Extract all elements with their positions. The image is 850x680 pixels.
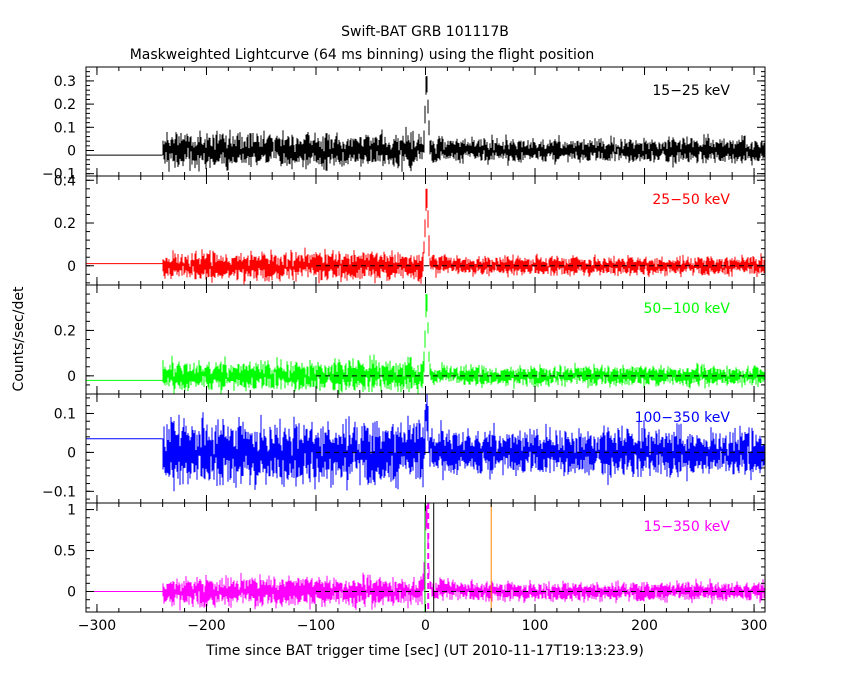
panel-label: 100−350 keV [635, 410, 731, 426]
x-tick-label: −100 [297, 618, 335, 634]
y-axis-label: Counts/sec/det [11, 286, 27, 391]
panel-3: 0 0.2 50−100 keV [54, 284, 766, 395]
panel-2: 0 0.2 0.4 25−50 keV [54, 173, 766, 286]
y-tick-label: −0.1 [42, 484, 76, 500]
panel-1: −0.1 0 0.1 0.2 0.3 15−25 keV [42, 66, 766, 183]
x-tick-label: −200 [187, 618, 225, 634]
y-tick-label: 0.1 [54, 406, 76, 422]
y-tick-label: 0.1 [54, 120, 76, 136]
x-tick-label: 0 [421, 618, 430, 634]
y-tick-label: 0 [67, 369, 76, 385]
x-tick-label: 300 [741, 618, 768, 634]
chart-title: Swift-BAT GRB 101117B [341, 24, 509, 40]
x-tick-label: −300 [78, 618, 116, 634]
y-tick-label: 0 [67, 445, 76, 461]
panel-3-data [86, 294, 765, 394]
x-tick-label: 100 [522, 618, 549, 634]
panel-4: −0.1 0 0.1 100−350 keV [42, 393, 766, 504]
y-tick-label: 0.3 [54, 74, 76, 90]
y-tick-label: 0 [67, 585, 76, 601]
x-tick-label: 200 [631, 618, 658, 634]
panel-label: 50−100 keV [643, 301, 730, 317]
panel-5: 0 0.5 1 15−350 keV [54, 502, 766, 613]
panel-label: 15−350 keV [643, 519, 730, 535]
y-tick-label: 0.2 [54, 323, 76, 339]
panel-1-data [86, 76, 765, 172]
y-tick-label: −0.1 [42, 167, 76, 183]
series-1 [162, 76, 765, 172]
panel-4-data [86, 394, 765, 492]
y-tick-label: 0.2 [54, 97, 76, 113]
series-4 [162, 394, 765, 492]
panel-2-data [86, 188, 765, 285]
y-tick-label: 0.5 [54, 544, 76, 560]
y-tick-label: 0.2 [54, 216, 76, 232]
chart-subtitle: Maskweighted Lightcurve (64 ms binning) … [130, 47, 595, 63]
panel-5-data [86, 503, 765, 612]
y-tick-label: 1 [67, 503, 76, 519]
y-tick-label: 0.4 [54, 173, 76, 189]
panel-label: 15−25 keV [652, 83, 730, 99]
x-axis-label: Time since BAT trigger time [sec] (UT 20… [205, 643, 644, 659]
y-tick-label: 0 [67, 259, 76, 275]
y-tick-label: 0 [67, 143, 76, 159]
panel-label: 25−50 keV [652, 192, 730, 208]
